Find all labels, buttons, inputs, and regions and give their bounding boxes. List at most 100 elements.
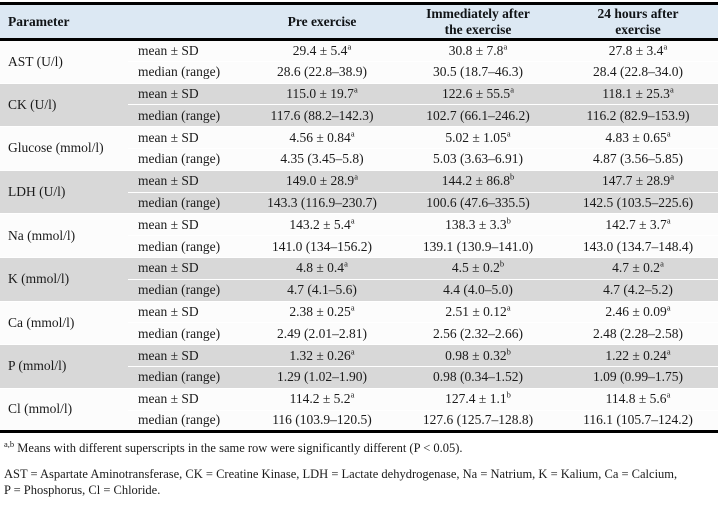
row-cl-median: median (range) 116 (103.9–120.5) 127.6 (… — [0, 410, 718, 433]
superscript: a — [663, 41, 668, 52]
value-cell: 143.0 (134.7–148.4) — [558, 235, 718, 258]
value-cell: 4.56 ± 0.84a — [246, 126, 398, 150]
value-cell: 0.98 (0.34–1.52) — [398, 366, 558, 389]
superscript: a — [669, 84, 674, 95]
superscript: a — [666, 389, 671, 400]
stat-label: median (range) — [128, 192, 246, 215]
superscript: b — [506, 346, 511, 356]
value-text: 143.2 ± 5.4 — [289, 216, 351, 232]
value-cell: 1.22 ± 0.24a — [558, 344, 718, 367]
stat-label: median (range) — [128, 104, 246, 128]
value-cell: 1.32 ± 0.26a — [246, 344, 398, 367]
footnotes: a,b Means with different superscripts in… — [0, 433, 718, 498]
stat-label: mean ± SD — [128, 301, 246, 324]
value-cell: 2.38 ± 0.25a — [246, 301, 398, 324]
value-cell: 102.7 (66.1–246.2) — [398, 104, 558, 128]
value-text: 0.98 ± 0.32 — [445, 347, 507, 363]
row-p-mean: P (mmol/l) mean ± SD 1.32 ± 0.26a 0.98 ±… — [0, 344, 718, 389]
value-cell: 5.02 ± 1.05a — [398, 126, 558, 150]
value-text: 4.8 ± 0.4 — [296, 260, 345, 276]
value-cell: 4.35 (3.45–5.8) — [246, 148, 398, 171]
value-text: 127.4 ± 1.1 — [445, 391, 507, 407]
value-text: 4.56 ± 0.84 — [289, 129, 351, 145]
value-text: 2.51 ± 0.12 — [445, 303, 507, 319]
stat-label: mean ± SD — [128, 388, 246, 411]
value-cell: 28.4 (22.8–34.0) — [558, 61, 718, 84]
row-p-median: median (range) 1.29 (1.02–1.90) 0.98 (0.… — [0, 366, 718, 389]
value-text: 4.7 ± 0.2 — [612, 260, 661, 276]
significance-text: Means with different superscripts in the… — [14, 441, 463, 456]
col-header-immediately-after-label: Immediately after the exercise — [426, 6, 530, 37]
value-cell: 117.6 (88.2–142.3) — [246, 104, 398, 128]
superscript: b — [506, 389, 511, 400]
value-cell: 141.0 (134–156.2) — [246, 235, 398, 258]
value-text: 122.6 ± 55.5 — [442, 85, 511, 101]
abbreviations-line-2: P = Phosphorus, Cl = Chloride. — [4, 482, 161, 497]
value-text: 4.83 ± 0.65 — [605, 129, 667, 145]
param-name-glucose: Glucose (mmol/l) — [0, 126, 128, 171]
col-header-parameter: Parameter — [0, 3, 246, 42]
value-text: 118.1 ± 25.3 — [602, 85, 670, 101]
value-cell: 5.03 (3.63–6.91) — [398, 148, 558, 171]
value-cell: 138.3 ± 3.3b — [398, 213, 558, 237]
header-row: Parameter Pre exercise Immediately after… — [0, 3, 718, 42]
value-cell: 116 (103.9–120.5) — [246, 410, 398, 433]
value-text: 147.7 ± 28.9 — [602, 173, 671, 189]
row-cl-mean: Cl (mmol/l) mean ± SD 114.2 ± 5.2a 127.4… — [0, 388, 718, 433]
value-cell: 115.0 ± 19.7a — [246, 83, 398, 106]
value-cell: 28.6 (22.8–38.9) — [246, 61, 398, 84]
param-name-ldh: LDH (U/l) — [0, 170, 128, 215]
superscript: a — [354, 171, 358, 182]
row-na-median: median (range) 141.0 (134–156.2) 139.1 (… — [0, 235, 718, 258]
value-cell: 2.48 (2.28–2.58) — [558, 322, 718, 346]
stat-label: median (range) — [128, 235, 246, 258]
superscript: a — [666, 215, 671, 226]
value-cell: 1.09 (0.99–1.75) — [558, 366, 718, 389]
value-cell: 2.56 (2.32–2.66) — [398, 322, 558, 346]
superscript: a — [503, 41, 508, 52]
row-glucose-mean: Glucose (mmol/l) mean ± SD 4.56 ± 0.84a … — [0, 126, 718, 171]
value-cell: 116.1 (105.7–124.2) — [558, 410, 718, 433]
abbreviations-line-1: AST = Aspartate Aminotransferase, CK = C… — [4, 467, 678, 481]
abbreviations-note: AST = Aspartate Aminotransferase, CK = C… — [4, 467, 712, 498]
stat-label: median (range) — [128, 366, 246, 389]
value-text: 5.02 ± 1.05 — [445, 129, 507, 145]
superscript: a — [506, 128, 511, 139]
value-text: 149.0 ± 28.9 — [286, 173, 355, 189]
superscript: a — [344, 258, 348, 269]
col-header-24h-after: 24 hours after exercise — [558, 3, 718, 42]
value-cell: 2.49 (2.01–2.81) — [246, 322, 398, 346]
stat-label: median (range) — [128, 410, 246, 433]
stat-label: mean ± SD — [128, 39, 246, 62]
value-text: 30.8 ± 7.8 — [448, 42, 504, 58]
table-header: Parameter Pre exercise Immediately after… — [0, 3, 718, 42]
value-cell: 147.7 ± 28.9a — [558, 170, 718, 193]
col-header-24h-after-label: 24 hours after exercise — [597, 6, 679, 37]
value-text: 2.38 ± 0.25 — [289, 303, 351, 319]
param-name-ca: Ca (mmol/l) — [0, 301, 128, 346]
significance-superscript: a,b — [4, 439, 15, 450]
stat-label: mean ± SD — [128, 257, 246, 280]
value-cell: 149.0 ± 28.9a — [246, 170, 398, 193]
value-cell: 30.8 ± 7.8a — [398, 39, 558, 62]
value-text: 144.2 ± 86.8 — [441, 173, 510, 189]
table-body: AST (U/l) mean ± SD 29.4 ± 5.4a 30.8 ± 7… — [0, 39, 718, 433]
value-text: 27.8 ± 3.4 — [608, 42, 664, 58]
stat-label: mean ± SD — [128, 83, 246, 106]
value-cell: 27.8 ± 3.4a — [558, 39, 718, 62]
superscript: a — [350, 215, 355, 226]
value-cell: 144.2 ± 86.8b — [398, 170, 558, 193]
superscript: a — [347, 41, 352, 52]
value-cell: 4.7 (4.1–5.6) — [246, 279, 398, 302]
value-cell: 2.46 ± 0.09a — [558, 301, 718, 324]
stat-label: median (range) — [128, 61, 246, 84]
value-cell: 116.2 (82.9–153.9) — [558, 104, 718, 128]
value-cell: 4.83 ± 0.65a — [558, 126, 718, 150]
superscript: a — [353, 84, 358, 95]
superscript: b — [509, 171, 515, 182]
value-cell: 4.87 (3.56–5.85) — [558, 148, 718, 171]
value-text: 29.4 ± 5.4 — [292, 42, 348, 58]
stat-label: mean ± SD — [128, 126, 246, 150]
value-cell: 114.2 ± 5.2a — [246, 388, 398, 411]
value-cell: 143.2 ± 5.4a — [246, 213, 398, 237]
